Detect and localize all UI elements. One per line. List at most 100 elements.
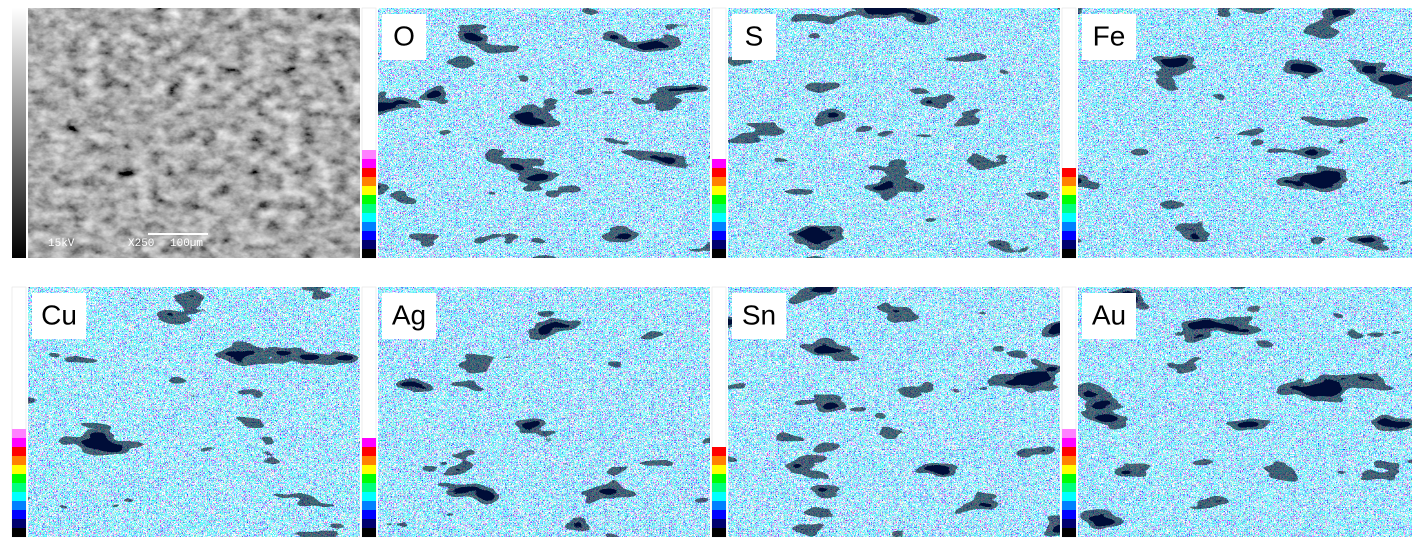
color-bar-step — [362, 186, 376, 195]
color-bar-step — [362, 249, 376, 258]
element-label: S — [732, 14, 776, 60]
color-bar-step — [362, 177, 376, 186]
color-bar-step — [362, 195, 376, 204]
color-bar-step — [1062, 231, 1076, 240]
sem-scale: 100µm — [170, 238, 203, 250]
color-bar-step — [712, 231, 726, 240]
color-bar-step — [362, 204, 376, 213]
color-bar-step — [12, 465, 26, 474]
color-bar-step — [1062, 213, 1076, 222]
color-bar-step — [362, 222, 376, 231]
color-bar-step — [362, 465, 376, 474]
color-bar-step — [362, 159, 376, 168]
color-bar-step — [1062, 186, 1076, 195]
color-bar-step — [1062, 222, 1076, 231]
element-label-text: Cu — [41, 299, 77, 330]
color-bar-step — [362, 474, 376, 483]
color-bar-step — [362, 231, 376, 240]
element-label-box — [1082, 14, 1136, 60]
color-bar-step — [712, 213, 726, 222]
element-label-box — [32, 293, 86, 339]
color-bar-step — [1062, 483, 1076, 492]
color-bar-step — [712, 447, 726, 456]
color-bar-step — [1062, 510, 1076, 519]
color-bar-step — [1062, 492, 1076, 501]
element-label-text: Sn — [742, 299, 776, 330]
element-label-text: Fe — [1093, 20, 1126, 51]
color-bar-step — [12, 501, 26, 510]
element-label-box — [382, 14, 426, 60]
color-bar-step — [1062, 168, 1076, 177]
color-bar-step — [712, 186, 726, 195]
color-bar-step — [1062, 177, 1076, 186]
color-bar-step — [712, 528, 726, 537]
color-bar-step — [1062, 465, 1076, 474]
color-bar-step — [1062, 447, 1076, 456]
element-label: O — [382, 14, 426, 60]
color-bar-step — [12, 492, 26, 501]
color-bar-step — [12, 519, 26, 528]
color-bar-step — [362, 213, 376, 222]
color-bar-step — [1062, 528, 1076, 537]
color-bar-step — [1062, 195, 1076, 204]
color-bar-step — [712, 483, 726, 492]
color-bar-step — [1062, 204, 1076, 213]
color-bar-step — [12, 447, 26, 456]
element-label-text: O — [393, 20, 415, 51]
element-label-box — [732, 293, 786, 339]
sem-magnification: X250 — [128, 238, 154, 250]
color-bar-step — [12, 456, 26, 465]
eds-map — [728, 8, 1060, 258]
color-bar-step — [712, 492, 726, 501]
color-bar-step — [712, 501, 726, 510]
color-bar-step — [362, 519, 376, 528]
color-bar-step — [362, 456, 376, 465]
color-bar-step — [1062, 240, 1076, 249]
color-bar-step — [712, 204, 726, 213]
element-label-box — [1082, 293, 1136, 339]
color-bar-step — [712, 159, 726, 168]
color-bar-step — [362, 150, 376, 159]
color-bar-step — [1062, 249, 1076, 258]
color-bar-step — [362, 168, 376, 177]
color-bar-step — [362, 483, 376, 492]
sem-image — [28, 8, 360, 258]
color-bar-step — [712, 222, 726, 231]
color-bar-step — [362, 528, 376, 537]
color-bar-step — [362, 510, 376, 519]
element-label-text: Ag — [392, 299, 426, 330]
color-bar-step — [12, 438, 26, 447]
color-bar-step — [362, 447, 376, 456]
element-label: Cu — [32, 293, 86, 339]
sem-gray-bar — [12, 8, 26, 258]
color-bar-step — [712, 465, 726, 474]
element-label: Sn — [732, 293, 786, 339]
element-label: Ag — [382, 293, 436, 339]
color-bar-step — [1062, 456, 1076, 465]
color-bar-step — [1062, 429, 1076, 438]
color-bar-step — [12, 474, 26, 483]
element-label-text: S — [745, 20, 764, 51]
color-bar-step — [712, 456, 726, 465]
eds-map — [378, 8, 710, 258]
element-label-text: Au — [1092, 299, 1126, 330]
color-bar-step — [712, 510, 726, 519]
color-bar-step — [12, 483, 26, 492]
color-bar-step — [362, 492, 376, 501]
color-bar-step — [1062, 474, 1076, 483]
color-bar-step — [362, 240, 376, 249]
color-bar-step — [12, 510, 26, 519]
element-label: Au — [1082, 293, 1136, 339]
element-label-box — [732, 14, 776, 60]
color-bar-step — [712, 195, 726, 204]
color-bar-step — [12, 528, 26, 537]
color-bar-step — [1062, 501, 1076, 510]
color-bar-step — [712, 168, 726, 177]
color-bar-step — [12, 429, 26, 438]
element-label: Fe — [1082, 14, 1136, 60]
color-bar-step — [712, 519, 726, 528]
color-bar-step — [1062, 438, 1076, 447]
